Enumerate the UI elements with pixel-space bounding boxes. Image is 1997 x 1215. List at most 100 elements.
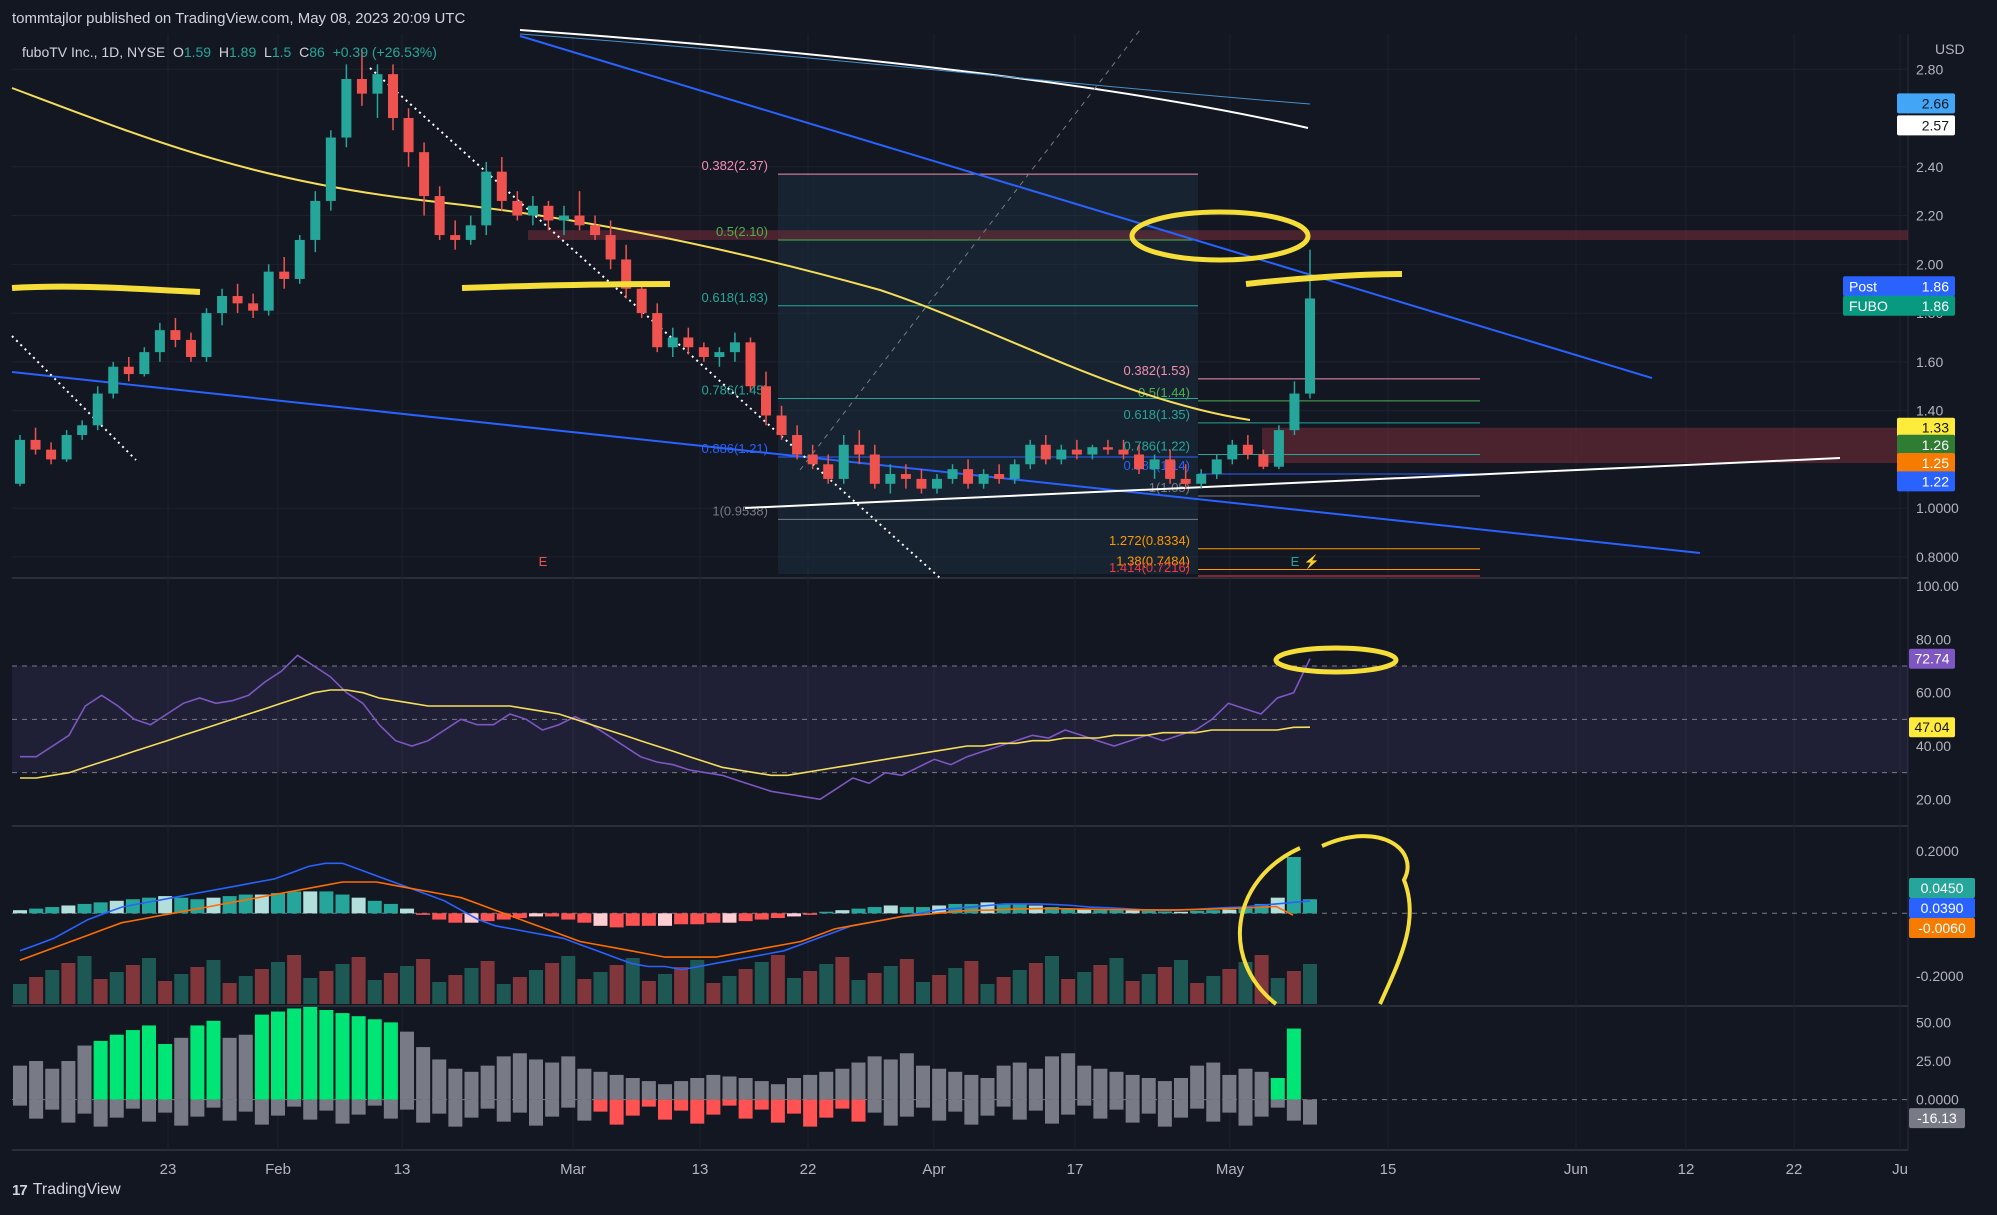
candle-body <box>92 393 103 426</box>
macd-histogram-bar <box>1303 899 1317 914</box>
osc-bar-negative <box>1303 1099 1317 1112</box>
osc-bar-negative <box>400 1099 414 1110</box>
osc-bar <box>948 1071 963 1100</box>
osc-bar <box>29 1061 44 1100</box>
volume-bar <box>1206 976 1221 1004</box>
osc-bar-negative <box>883 1099 898 1126</box>
osc-bar <box>674 1081 689 1100</box>
fib-level-label: 0.5(2.10) <box>716 224 768 239</box>
osc-bar-negative <box>1238 1099 1253 1126</box>
macd-histogram-bar <box>577 913 592 923</box>
macd-histogram-bar <box>238 894 253 914</box>
osc-tick-label: 25.00 <box>1916 1053 1951 1069</box>
volume-bar <box>432 982 447 1004</box>
volume-bar <box>738 969 753 1004</box>
macd-badge-value: 0.0390 <box>1921 900 1964 916</box>
osc-bar-negative <box>722 1099 737 1106</box>
x-tick-label: 15 <box>1380 1161 1397 1178</box>
macd-histogram-bar <box>1157 911 1172 914</box>
volume-bar <box>142 958 156 1004</box>
osc-bar-negative <box>287 1099 302 1107</box>
osc-bar <box>206 1020 221 1100</box>
osc-bar-negative <box>432 1099 447 1114</box>
fib-level-label: 1(0.9538) <box>712 503 768 518</box>
osc-bar <box>13 1065 27 1100</box>
macd-histogram-bar <box>641 913 656 926</box>
fib-level-label: 1.38(0.7484) <box>1116 554 1190 569</box>
osc-bar <box>1012 1062 1027 1100</box>
osc-bar <box>61 1061 76 1100</box>
price-tick-label: 1.60 <box>1916 354 1943 370</box>
rsi-tick-label: 80.00 <box>1916 631 1951 647</box>
price-badge-value: 1.86 <box>1922 278 1949 294</box>
volume-bar <box>190 967 205 1004</box>
macd-histogram-bar <box>593 913 608 926</box>
candle-body <box>776 415 787 436</box>
volume-bar <box>835 957 850 1004</box>
volume-bar <box>319 971 334 1004</box>
osc-bar-negative <box>996 1099 1011 1107</box>
price-tick-label: 2.20 <box>1916 208 1943 224</box>
symbol-name: fuboTV Inc., 1D, NYSE <box>22 44 166 60</box>
osc-bar <box>512 1053 527 1100</box>
osc-bar-negative <box>303 1099 318 1120</box>
volume-bar <box>1028 963 1043 1004</box>
candle-body <box>279 271 290 279</box>
earnings-icon: E <box>539 554 548 569</box>
currency-label: USD <box>1935 41 1965 57</box>
candle-body <box>185 339 196 357</box>
symbol-legend[interactable]: fuboTV Inc., 1D, NYSE O1.59 H1.89 L1.5 C… <box>22 44 437 60</box>
price-badge <box>1897 434 1955 455</box>
osc-bar <box>1141 1078 1156 1100</box>
candle-body <box>683 337 694 348</box>
osc-bar <box>964 1074 979 1100</box>
osc-bar <box>1206 1062 1221 1100</box>
macd-histogram-bar <box>190 899 205 914</box>
osc-bar-negative <box>142 1099 156 1122</box>
annotation-circle-rsi <box>1273 645 1399 675</box>
macd-histogram-bar <box>400 908 414 914</box>
high-value: 1.89 <box>229 44 257 60</box>
osc-bar <box>1028 1068 1043 1100</box>
macd-histogram-bar <box>93 902 108 914</box>
annotation-highlight-mid <box>461 281 671 291</box>
volume-bar <box>383 973 398 1004</box>
macd-histogram-bar <box>1077 908 1092 914</box>
macd-histogram-bar <box>883 905 898 914</box>
macd-histogram-bar <box>45 907 60 914</box>
volume-bar <box>1157 967 1172 1004</box>
osc-bar-negative <box>674 1099 689 1111</box>
volume-bar <box>561 956 576 1004</box>
osc-bar-negative <box>1109 1099 1124 1110</box>
fib-level-label: 0.786(1.22) <box>1124 439 1191 454</box>
volume-bar <box>480 961 495 1004</box>
macd-histogram-bar <box>496 913 511 920</box>
candle-body <box>372 74 383 94</box>
osc-bar <box>819 1071 834 1100</box>
candle-body <box>154 330 165 353</box>
macd-histogram-bar <box>367 900 382 914</box>
price-badge-label: FUBO <box>1849 298 1888 314</box>
candle-body <box>1102 447 1113 450</box>
macd-histogram-bar <box>819 911 834 914</box>
macd-histogram-bar <box>303 891 318 914</box>
candle-body <box>496 171 507 201</box>
osc-bar-negative <box>158 1099 173 1113</box>
macd-badge <box>1909 878 1975 898</box>
volume-bar <box>706 983 721 1004</box>
footer[interactable]: 17 TradingView <box>12 1181 121 1199</box>
osc-bar-negative <box>738 1099 753 1119</box>
price-tick-label: 2.00 <box>1916 256 1943 272</box>
macd-line <box>19 862 1311 971</box>
osc-bar-negative <box>222 1099 237 1121</box>
price-badge <box>1897 93 1955 114</box>
osc-bar-negative <box>335 1099 350 1124</box>
volume-bar <box>400 966 414 1004</box>
osc-bar-negative <box>496 1099 511 1122</box>
volume-bar <box>1109 958 1124 1004</box>
osc-bar-negative <box>1190 1099 1205 1109</box>
osc-bar <box>174 1037 189 1100</box>
osc-bar-negative <box>545 1099 560 1117</box>
osc-bar-negative <box>819 1099 834 1118</box>
